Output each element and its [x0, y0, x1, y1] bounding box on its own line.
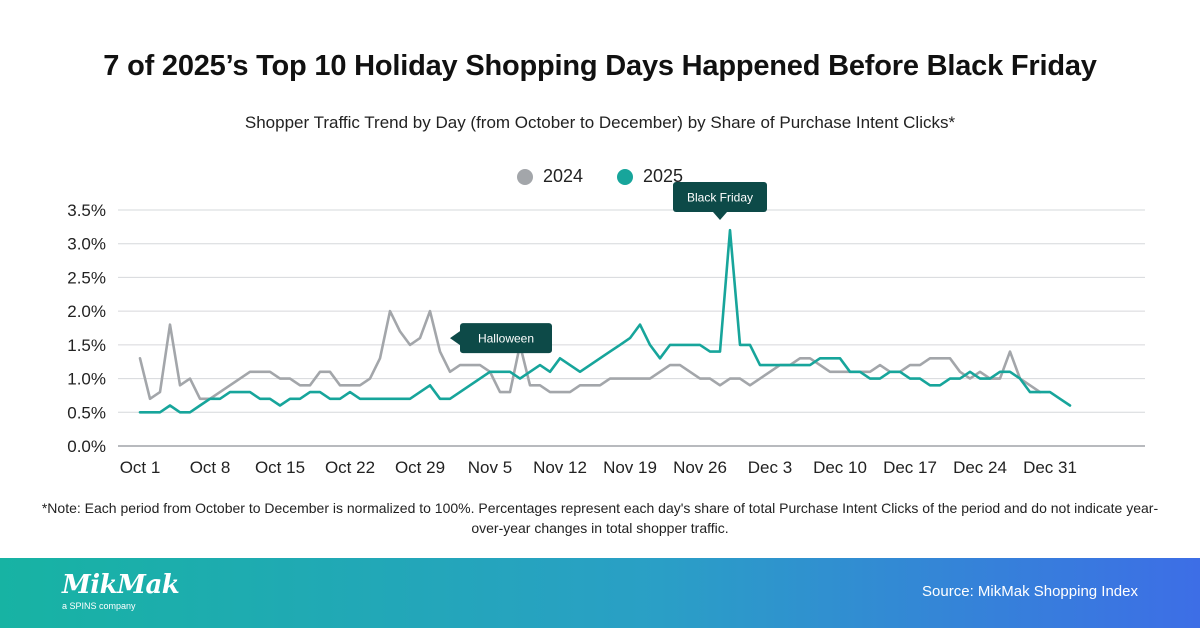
- annotation-black-friday: Black Friday: [673, 182, 767, 220]
- annotation-label: Halloween: [478, 332, 534, 346]
- x-tick-label: Nov 5: [468, 458, 512, 477]
- x-tick-label: Oct 1: [120, 458, 161, 477]
- x-axis-tick-labels: Oct 1 Oct 8 Oct 15 Oct 22 Oct 29 Nov 5 Nov 12 N…: [120, 458, 1077, 477]
- x-tick-label: Dec 31: [1023, 458, 1077, 477]
- legend-swatch-2024: [516, 168, 533, 185]
- y-tick-label: 0.0%: [67, 437, 106, 456]
- chart-footnote: *Note: Each period from October to Decem…: [41, 500, 1159, 536]
- x-tick-label: Oct 8: [190, 458, 231, 477]
- chart-title: 7 of 2025’s Top 10 Holiday Shopping Days…: [103, 50, 1097, 82]
- annotation-pointer: [713, 212, 727, 220]
- chart-subtitle: Shopper Traffic Trend by Day (from Octob…: [244, 113, 956, 132]
- line-chart: 0.0%0.5%1.0%1.5%2.0%2.5%3.0%3.5% Oct 1 Oc…: [67, 182, 1145, 477]
- y-tick-label: 2.0%: [67, 302, 106, 321]
- x-tick-label: Dec 17: [883, 458, 937, 477]
- footer-bar: MikMak a SPINS company Source: MikMak Sh…: [0, 558, 1200, 628]
- y-tick-label: 3.0%: [67, 235, 106, 254]
- brand-tagline: a SPINS company: [62, 601, 136, 611]
- x-tick-label: Dec 10: [813, 458, 867, 477]
- series-line-2025: [138, 228, 1072, 414]
- annotation-box: [673, 182, 767, 212]
- chart-annotations: Halloween Black Friday: [450, 182, 767, 354]
- legend-item-2025: 2025: [617, 166, 683, 187]
- annotation-label: Black Friday: [687, 191, 753, 205]
- brand-name: MikMak: [62, 570, 180, 600]
- x-tick-label: Oct 29: [395, 458, 445, 477]
- brand-logo: MikMak a SPINS company: [62, 570, 180, 611]
- y-tick-label: 3.5%: [67, 201, 106, 220]
- x-tick-label: Dec 3: [748, 458, 792, 477]
- x-tick-label: Nov 19: [603, 458, 657, 477]
- y-axis-tick-labels: 0.0% 0.5% 1.0% 1.5% 2.0% 2.5% 3.0% 3.5%: [67, 201, 106, 456]
- source-credit: Source: MikMak Shopping Index: [922, 583, 1138, 600]
- chart-grid: [118, 209, 1145, 447]
- y-tick-label: 1.0%: [67, 370, 106, 389]
- y-tick-label: 0.5%: [67, 403, 106, 422]
- x-tick-label: Dec 24: [953, 458, 1007, 477]
- annotation-halloween: Halloween: [450, 323, 552, 354]
- legend-swatch-2025: [617, 168, 633, 185]
- series-lines: [138, 228, 1072, 414]
- legend-label-2025: 2025: [643, 166, 684, 186]
- y-tick-label: 2.5%: [67, 268, 106, 287]
- legend-label-2024: 2024: [542, 166, 583, 186]
- x-tick-label: Nov 26: [673, 458, 727, 477]
- annotation-box: [460, 323, 552, 354]
- annotation-pointer: [450, 331, 460, 346]
- legend-item-2024: 2024: [516, 166, 583, 187]
- x-tick-label: Oct 15: [255, 458, 305, 477]
- chart-legend: 2024 2025: [0, 166, 1200, 187]
- x-tick-label: Nov 12: [533, 458, 587, 477]
- x-tick-label: Oct 22: [325, 458, 375, 477]
- series-line-2024: [138, 309, 1042, 401]
- y-tick-label: 1.5%: [67, 336, 106, 355]
